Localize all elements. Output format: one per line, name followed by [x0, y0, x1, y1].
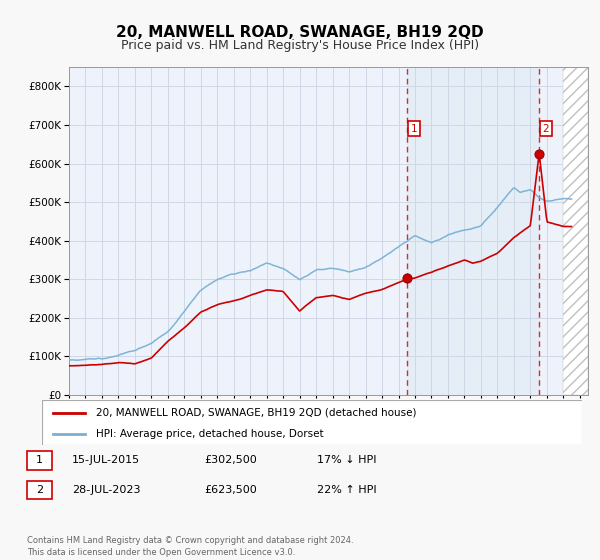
Text: 17% ↓ HPI: 17% ↓ HPI — [317, 455, 377, 465]
Text: 2: 2 — [36, 485, 43, 495]
Text: 2: 2 — [542, 124, 549, 134]
FancyBboxPatch shape — [27, 451, 52, 469]
Text: £302,500: £302,500 — [205, 455, 257, 465]
Bar — [407, 67, 539, 395]
Text: 20, MANWELL ROAD, SWANAGE, BH19 2QD (detached house): 20, MANWELL ROAD, SWANAGE, BH19 2QD (det… — [96, 408, 416, 418]
Text: 15-JUL-2015: 15-JUL-2015 — [72, 455, 140, 465]
Text: 28-JUL-2023: 28-JUL-2023 — [72, 485, 140, 495]
Text: Contains HM Land Registry data © Crown copyright and database right 2024.
This d: Contains HM Land Registry data © Crown c… — [27, 536, 353, 557]
Text: £623,500: £623,500 — [205, 485, 257, 495]
Text: 1: 1 — [411, 124, 418, 134]
Text: 22% ↑ HPI: 22% ↑ HPI — [317, 485, 377, 495]
Text: HPI: Average price, detached house, Dorset: HPI: Average price, detached house, Dors… — [96, 429, 323, 439]
Text: 20, MANWELL ROAD, SWANAGE, BH19 2QD: 20, MANWELL ROAD, SWANAGE, BH19 2QD — [116, 25, 484, 40]
FancyBboxPatch shape — [42, 400, 582, 445]
FancyBboxPatch shape — [27, 480, 52, 499]
Text: 1: 1 — [36, 455, 43, 465]
Text: Price paid vs. HM Land Registry's House Price Index (HPI): Price paid vs. HM Land Registry's House … — [121, 39, 479, 52]
